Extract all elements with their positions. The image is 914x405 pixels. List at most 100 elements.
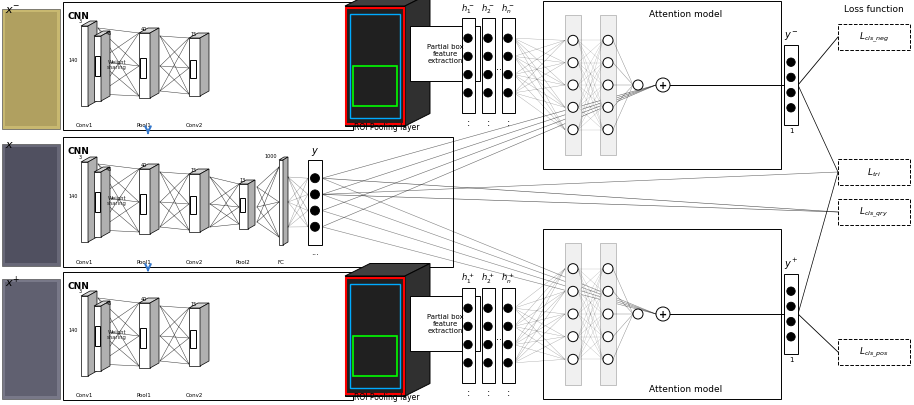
Text: :: :	[486, 118, 490, 128]
Text: Pool2: Pool2	[236, 259, 250, 264]
Bar	[462, 19, 475, 114]
Polygon shape	[81, 22, 97, 27]
Text: 1000: 1000	[264, 153, 277, 159]
Text: 45: 45	[106, 31, 112, 36]
Circle shape	[463, 304, 473, 313]
Circle shape	[787, 303, 795, 311]
Text: 13: 13	[239, 177, 246, 183]
Bar	[2, 279, 60, 399]
Bar	[838, 160, 910, 185]
Text: CNN: CNN	[67, 147, 89, 156]
Polygon shape	[81, 158, 97, 162]
Bar	[346, 278, 404, 394]
Text: CNN: CNN	[67, 12, 89, 21]
Text: 15: 15	[191, 168, 197, 173]
Circle shape	[463, 322, 473, 331]
Text: $y$: $y$	[311, 146, 319, 158]
Polygon shape	[94, 168, 110, 173]
Circle shape	[568, 264, 578, 274]
Bar	[565, 243, 581, 385]
Circle shape	[603, 103, 613, 113]
Text: 140: 140	[69, 327, 78, 332]
Polygon shape	[345, 264, 430, 276]
Bar	[190, 196, 196, 215]
Text: 1: 1	[789, 356, 793, 362]
Text: $L_{cls\_qry}$: $L_{cls\_qry}$	[859, 205, 888, 220]
Bar	[140, 194, 146, 215]
Text: Conv2: Conv2	[186, 259, 203, 264]
Polygon shape	[150, 298, 159, 368]
Circle shape	[463, 53, 473, 62]
Circle shape	[568, 36, 578, 46]
Polygon shape	[139, 29, 159, 34]
Polygon shape	[239, 181, 255, 185]
Polygon shape	[150, 164, 159, 234]
Text: $L_{cls\_pos}$: $L_{cls\_pos}$	[859, 345, 888, 359]
Polygon shape	[248, 181, 255, 230]
Polygon shape	[283, 158, 288, 245]
Polygon shape	[81, 296, 88, 376]
Text: $h_2^-$: $h_2^-$	[482, 2, 494, 16]
Circle shape	[787, 318, 795, 326]
Bar	[600, 16, 616, 156]
Circle shape	[504, 53, 512, 62]
Text: Pool1: Pool1	[136, 123, 152, 128]
Bar	[543, 2, 781, 170]
Polygon shape	[405, 0, 430, 127]
Circle shape	[484, 304, 493, 313]
Text: :: :	[466, 387, 470, 397]
Bar	[502, 288, 515, 383]
Polygon shape	[200, 34, 209, 97]
Circle shape	[504, 304, 512, 313]
Bar	[482, 19, 495, 114]
Circle shape	[504, 322, 512, 331]
Bar	[784, 46, 798, 126]
Text: Weight
sharing: Weight sharing	[107, 60, 127, 70]
Circle shape	[568, 287, 578, 296]
Bar	[240, 198, 245, 213]
Circle shape	[603, 81, 613, 91]
Circle shape	[656, 79, 670, 93]
Polygon shape	[88, 158, 97, 243]
Circle shape	[504, 90, 512, 98]
Text: 45: 45	[106, 300, 112, 305]
Text: $L_{tri}$: $L_{tri}$	[867, 166, 881, 179]
Polygon shape	[88, 291, 97, 376]
Bar	[2, 10, 60, 130]
Polygon shape	[94, 32, 110, 37]
Text: 45: 45	[106, 166, 112, 172]
Bar	[353, 67, 397, 107]
Polygon shape	[345, 276, 405, 396]
Bar	[346, 9, 404, 125]
Circle shape	[568, 58, 578, 68]
Circle shape	[463, 341, 473, 349]
Text: Weight
sharing: Weight sharing	[107, 329, 127, 339]
Text: 40: 40	[141, 162, 147, 168]
Circle shape	[787, 333, 795, 341]
Circle shape	[603, 126, 613, 135]
Circle shape	[568, 354, 578, 364]
Text: Pool1: Pool1	[136, 259, 152, 264]
Polygon shape	[189, 34, 209, 39]
Text: 3: 3	[79, 155, 82, 160]
Circle shape	[311, 207, 320, 215]
Polygon shape	[139, 298, 159, 303]
Bar	[410, 296, 480, 351]
Text: $x^{-}$: $x^{-}$	[5, 5, 20, 16]
Bar	[63, 272, 353, 400]
Text: 40: 40	[141, 27, 147, 32]
Bar	[63, 3, 353, 131]
Text: $h_n^-$: $h_n^-$	[501, 2, 515, 16]
Text: Partial box
feature
extraction: Partial box feature extraction	[427, 313, 463, 333]
Text: FC: FC	[278, 259, 284, 264]
Circle shape	[484, 53, 493, 62]
Circle shape	[603, 36, 613, 46]
Circle shape	[463, 35, 473, 43]
Text: :: :	[506, 387, 510, 397]
Bar	[5, 282, 57, 396]
Text: ...: ...	[311, 247, 319, 256]
Circle shape	[787, 59, 795, 67]
Circle shape	[603, 309, 613, 319]
Text: :: :	[506, 118, 510, 128]
Polygon shape	[88, 22, 97, 107]
